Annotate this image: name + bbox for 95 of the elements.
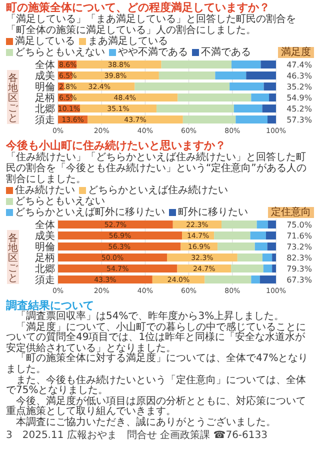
text: 本調査にご協力いただき、誠にありがとうございました。 bbox=[15, 416, 277, 429]
legend-label: どちらかといえば町外に移りたい bbox=[15, 207, 165, 218]
bar bbox=[76, 60, 162, 68]
bar bbox=[260, 60, 276, 68]
legend-label: どちらかといえば住み続けたい bbox=[88, 185, 228, 196]
y-tick-label: 北郷 bbox=[35, 103, 55, 115]
bar bbox=[234, 104, 262, 112]
bar bbox=[232, 60, 261, 68]
bar bbox=[215, 72, 246, 80]
bar bbox=[58, 264, 178, 272]
bar bbox=[88, 116, 183, 124]
y-tick-label: 須走 bbox=[35, 274, 55, 286]
bar bbox=[264, 82, 276, 90]
bar bbox=[263, 264, 272, 272]
y-tick-label: 成美 bbox=[35, 230, 55, 242]
bar bbox=[218, 242, 255, 250]
text: 57.3% bbox=[286, 116, 312, 124]
text: 79.3% bbox=[286, 264, 312, 274]
y-tick-label: 成美 bbox=[35, 70, 55, 82]
bar bbox=[246, 72, 276, 80]
legend-label: やや不満である bbox=[118, 47, 188, 58]
text: 45.2% bbox=[286, 104, 312, 114]
text: 47.4% bbox=[286, 60, 312, 70]
text: 定住意向 bbox=[268, 207, 314, 218]
bar bbox=[158, 72, 216, 80]
bar bbox=[267, 242, 276, 250]
text: 71.6% bbox=[286, 232, 312, 240]
bar bbox=[260, 276, 276, 284]
bar bbox=[262, 254, 272, 262]
text: 54.9% bbox=[286, 94, 312, 102]
y-tick-label: 須走 bbox=[35, 114, 55, 126]
legend-label: まあ満足している bbox=[88, 36, 168, 47]
text: 35.2% bbox=[286, 82, 312, 92]
bar bbox=[134, 82, 230, 90]
text: 「町の施策全体に対する満足度」については、全体で47%となりました。 bbox=[6, 353, 310, 375]
bar bbox=[272, 264, 276, 272]
text: 73.2% bbox=[286, 242, 312, 252]
legend-label: 町外に移りたい bbox=[178, 207, 248, 218]
legend-label: 満足している bbox=[15, 36, 75, 47]
y-tick-label: 全体 bbox=[35, 59, 55, 71]
bar bbox=[58, 232, 182, 240]
legend-label: どちらともいえない bbox=[15, 47, 105, 58]
bar bbox=[268, 220, 276, 228]
text: 調査結果について bbox=[6, 299, 95, 312]
chart-subtitle: 「住み続けたい」「どちらかといえば住み続けたい」と回答した町民の割合を「今後とも住み続けたい」という“定住意向”がある人の割合にしました。 bbox=[6, 152, 308, 185]
text: 46.3% bbox=[286, 72, 312, 80]
text: 82.3% bbox=[286, 254, 312, 262]
bar bbox=[251, 276, 260, 284]
bar bbox=[250, 232, 266, 240]
bar bbox=[58, 242, 181, 250]
y-tick-label: 明倫 bbox=[35, 81, 55, 93]
bar bbox=[204, 276, 252, 284]
text: 満足度 bbox=[278, 47, 314, 58]
bar bbox=[256, 220, 268, 228]
group-label: 各地区ごと bbox=[7, 70, 19, 124]
bar bbox=[268, 116, 276, 124]
legend-label: どちらともいえない bbox=[15, 196, 105, 207]
text: 3 2025.11 広報おやま 問合せ 企画政策課 ☎76-6133 bbox=[6, 430, 268, 441]
bar bbox=[178, 94, 252, 102]
y-tick-label: 北郷 bbox=[35, 263, 55, 275]
bar bbox=[222, 220, 257, 228]
bar bbox=[272, 254, 276, 262]
text: 75.0% bbox=[286, 220, 312, 230]
legend-label: 住み続けたい bbox=[15, 185, 75, 196]
bar bbox=[161, 60, 232, 68]
y-tick-label: 足柄 bbox=[35, 92, 55, 104]
bar bbox=[214, 232, 250, 240]
chart-title: 今後も小山町に住み続けたいと思いますか？ bbox=[6, 139, 227, 152]
bar bbox=[237, 254, 262, 262]
legend-label: 不満である bbox=[201, 47, 251, 58]
bar bbox=[58, 254, 167, 262]
bar bbox=[80, 104, 157, 112]
text: 今後、満足度が低い項目は原因の分析とともに、対応策について重点施策として取り組んでいきます。 bbox=[6, 396, 307, 418]
bar bbox=[231, 264, 264, 272]
bar bbox=[58, 220, 173, 228]
y-tick-label: 全体 bbox=[35, 219, 55, 231]
bar bbox=[58, 276, 152, 284]
bar bbox=[254, 242, 268, 250]
bar bbox=[262, 104, 276, 112]
text: また、今後も住み続けたいという「定住意向」については、全体で75%となりました。 bbox=[6, 374, 307, 396]
bar bbox=[266, 232, 276, 240]
bar bbox=[156, 104, 234, 112]
group-label: 各地区ごと bbox=[7, 230, 19, 284]
text: 67.3% bbox=[286, 276, 312, 284]
y-tick-label: 足柄 bbox=[35, 252, 55, 264]
bar bbox=[230, 82, 264, 90]
text: 「調査票回収率」は54%で、昨年度から3%上昇しました。 bbox=[15, 311, 286, 322]
y-tick-label: 明倫 bbox=[35, 241, 55, 253]
chart-title: 町の施策全体について、どの程度満足していますか？ bbox=[6, 1, 270, 14]
bar bbox=[251, 94, 270, 102]
chart-subtitle: 「満足している」「まあ満足している」と回答した町民の割合を「町全体の施策に満足している」人の割合にしました。 bbox=[6, 14, 297, 36]
text: 「満足度」について、小山町での暮らしの中で感じていることについての質問全49項目では、1位は昨年と同様に「安全な水道水が安定供給されている」となりました。 bbox=[6, 322, 307, 354]
bar bbox=[182, 116, 236, 124]
bar bbox=[236, 116, 268, 124]
bar bbox=[269, 94, 276, 102]
